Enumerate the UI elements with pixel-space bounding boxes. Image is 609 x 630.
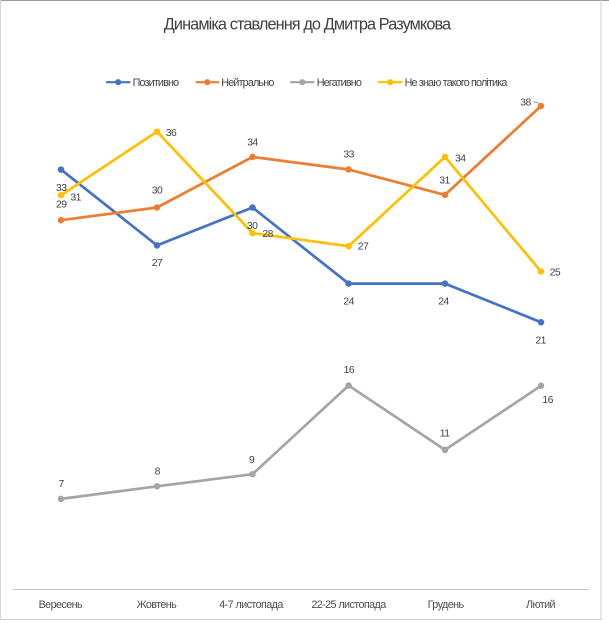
svg-text:38: 38: [520, 98, 531, 109]
svg-text:16: 16: [542, 395, 553, 406]
svg-text:29: 29: [56, 200, 67, 211]
svg-text:Не знаю такого політика: Не знаю такого політика: [405, 77, 508, 89]
svg-text:Нейтрально: Нейтрально: [221, 77, 274, 89]
svg-text:9: 9: [249, 455, 255, 466]
svg-text:Жовтень: Жовтень: [137, 599, 178, 611]
svg-text:31: 31: [439, 175, 450, 186]
svg-text:Лютий: Лютий: [526, 599, 556, 611]
svg-text:24: 24: [343, 297, 354, 308]
svg-text:31: 31: [70, 192, 81, 203]
svg-text:36: 36: [166, 128, 177, 139]
svg-text:27: 27: [152, 258, 163, 269]
svg-text:22-25 листопада: 22-25 листопада: [311, 599, 386, 611]
svg-text:16: 16: [344, 365, 355, 376]
svg-text:11: 11: [440, 429, 451, 440]
svg-text:Негативно: Негативно: [317, 77, 362, 89]
svg-text:Вересень: Вересень: [39, 599, 83, 611]
svg-text:Позитивно: Позитивно: [133, 77, 179, 89]
svg-text:33: 33: [56, 183, 67, 194]
svg-text:30: 30: [152, 186, 163, 197]
svg-text:8: 8: [155, 466, 161, 477]
svg-text:28: 28: [262, 229, 273, 240]
svg-text:34: 34: [455, 153, 466, 164]
svg-text:Динаміка ставлення до Дмитра Р: Динаміка ставлення до Дмитра Разумкова: [164, 16, 452, 34]
svg-text:Грудень: Грудень: [428, 599, 465, 611]
svg-text:7: 7: [59, 479, 65, 490]
svg-text:21: 21: [535, 336, 546, 347]
svg-text:24: 24: [438, 297, 449, 308]
svg-text:25: 25: [550, 268, 561, 279]
svg-text:34: 34: [247, 137, 258, 148]
svg-text:33: 33: [343, 149, 354, 160]
svg-text:30: 30: [247, 221, 258, 232]
svg-text:27: 27: [358, 242, 369, 253]
svg-text:4-7 листопада: 4-7 листопада: [219, 599, 283, 611]
